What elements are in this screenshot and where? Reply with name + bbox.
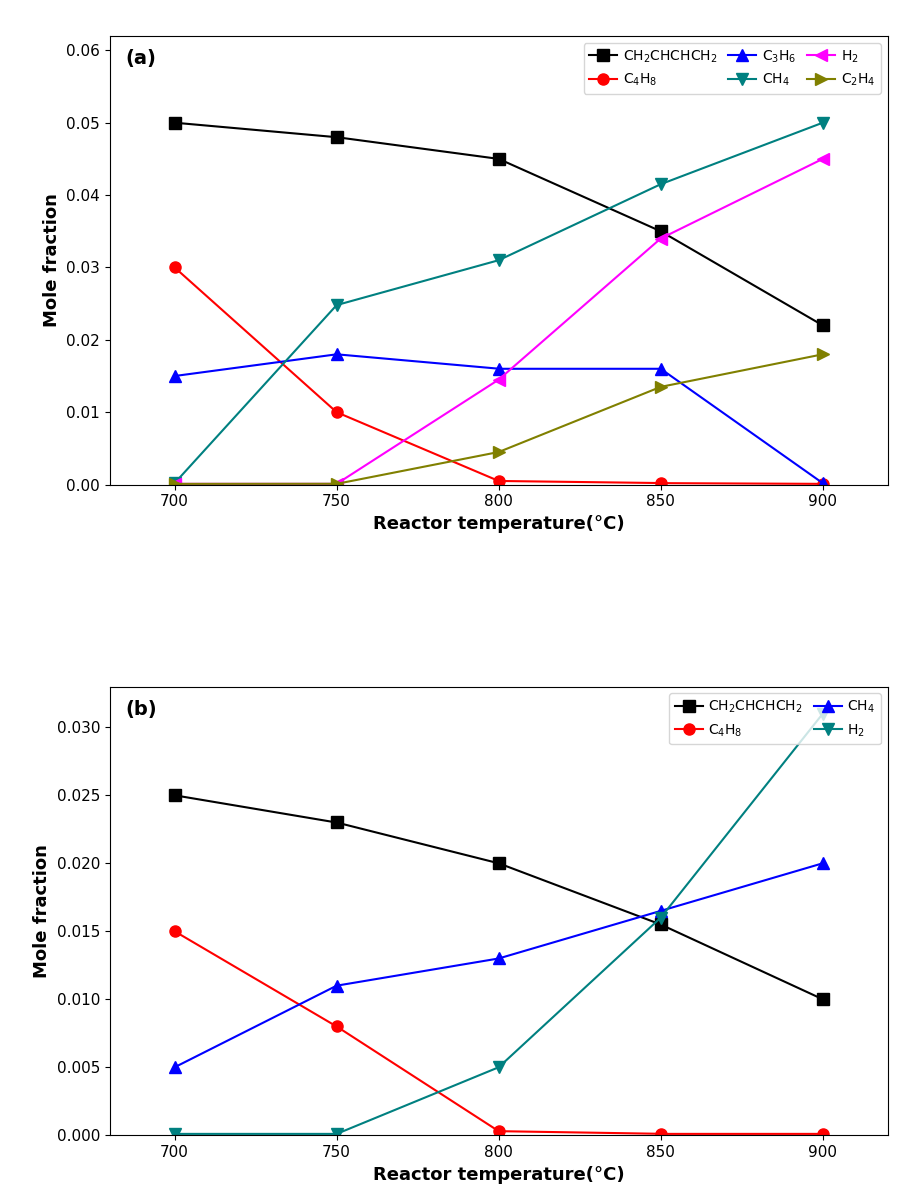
Text: (a): (a)	[125, 49, 156, 68]
Y-axis label: Mole fraction: Mole fraction	[33, 844, 51, 978]
Y-axis label: Mole fraction: Mole fraction	[43, 194, 60, 327]
Legend: CH$_2$CHCHCH$_2$, C$_4$H$_8$, CH$_4$, H$_2$: CH$_2$CHCHCH$_2$, C$_4$H$_8$, CH$_4$, H$…	[670, 693, 880, 744]
X-axis label: Reactor temperature(°C): Reactor temperature(°C)	[373, 515, 624, 533]
Legend: CH$_2$CHCHCH$_2$, C$_4$H$_8$, C$_3$H$_6$, CH$_4$, H$_2$, C$_2$H$_4$: CH$_2$CHCHCH$_2$, C$_4$H$_8$, C$_3$H$_6$…	[584, 43, 880, 93]
Text: (b): (b)	[125, 700, 157, 719]
X-axis label: Reactor temperature(°C): Reactor temperature(°C)	[373, 1165, 624, 1183]
